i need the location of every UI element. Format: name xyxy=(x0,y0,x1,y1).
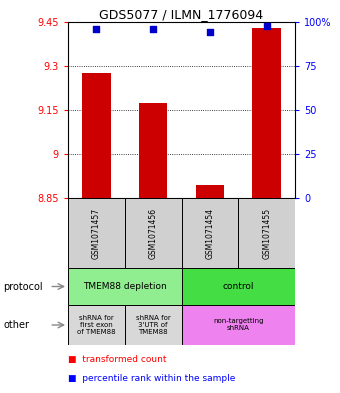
Bar xyxy=(182,268,295,305)
Bar xyxy=(125,198,182,268)
Bar xyxy=(182,305,295,345)
Text: GSM1071456: GSM1071456 xyxy=(149,208,158,259)
Bar xyxy=(252,28,281,198)
Text: GSM1071454: GSM1071454 xyxy=(205,208,215,259)
Text: other: other xyxy=(3,320,29,330)
Bar xyxy=(182,198,238,268)
Bar xyxy=(196,185,224,198)
Text: shRNA for
3'UTR of
TMEM88: shRNA for 3'UTR of TMEM88 xyxy=(136,315,170,335)
Text: GSM1071455: GSM1071455 xyxy=(262,208,271,259)
Text: shRNA for
first exon
of TMEM88: shRNA for first exon of TMEM88 xyxy=(77,315,116,335)
Text: ■  transformed count: ■ transformed count xyxy=(68,355,167,364)
Text: GSM1071457: GSM1071457 xyxy=(92,208,101,259)
Text: ■  percentile rank within the sample: ■ percentile rank within the sample xyxy=(68,374,235,383)
Title: GDS5077 / ILMN_1776094: GDS5077 / ILMN_1776094 xyxy=(99,8,264,21)
Bar xyxy=(68,305,125,345)
Point xyxy=(264,23,269,29)
Bar xyxy=(82,73,110,198)
Bar xyxy=(68,198,125,268)
Point xyxy=(94,26,99,33)
Text: control: control xyxy=(222,282,254,291)
Text: protocol: protocol xyxy=(3,281,43,292)
Point xyxy=(207,29,212,35)
Text: non-targetting
shRNA: non-targetting shRNA xyxy=(213,318,264,332)
Text: TMEM88 depletion: TMEM88 depletion xyxy=(83,282,167,291)
Bar xyxy=(238,198,295,268)
Bar xyxy=(125,305,182,345)
Point xyxy=(150,26,156,33)
Bar xyxy=(139,103,167,198)
Bar xyxy=(68,268,182,305)
